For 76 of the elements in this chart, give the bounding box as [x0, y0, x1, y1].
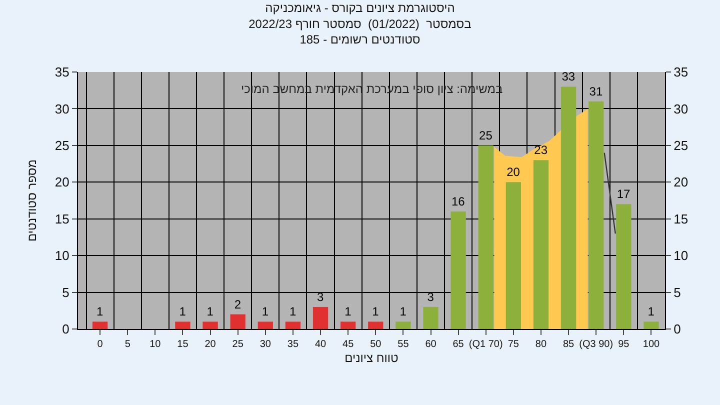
y2-tick-label: 15 — [674, 211, 688, 226]
x-tick-label: 0 — [97, 339, 104, 350]
x-tick-label: 75 — [508, 339, 520, 350]
y2-tick-label: 20 — [674, 174, 688, 190]
data-label: 2 — [234, 297, 242, 312]
x-tick-label: 10 — [150, 339, 162, 350]
bar — [560, 86, 576, 329]
x-tick-label: (Q3 90) — [579, 339, 614, 350]
x-tick-label: 100 — [642, 339, 660, 350]
x-tick-label: 85 — [562, 339, 575, 350]
y2-tick-label: 25 — [674, 138, 688, 153]
x-tick-label: 80 — [535, 339, 547, 350]
bar — [230, 314, 246, 329]
data-label: 1 — [262, 304, 269, 319]
x-axis-title: טווח ציונים — [344, 350, 399, 365]
bar — [533, 160, 549, 329]
bar — [423, 306, 438, 329]
x-tick-label: 65 — [452, 339, 464, 350]
x-tick-label: 15 — [177, 339, 189, 350]
data-label: 1 — [344, 304, 352, 319]
x-tick-label: 55 — [398, 339, 410, 350]
y2-tick-label: 5 — [674, 284, 681, 300]
y-tick-label: 35 — [54, 64, 70, 80]
data-label: 1 — [400, 304, 407, 319]
chart-title: היסטוגרמת ציונים בקורס - גיאומכניקה בסמסטר (01/2022) סמסטר חורף 2022/23 סטודנטים רשומים - 185 — [248, 1, 472, 46]
y-tick-label: 20 — [54, 174, 70, 190]
y-tick-label: 0 — [62, 322, 70, 337]
data-label: 33 — [562, 70, 576, 84]
x-tick-label: 60 — [425, 339, 437, 350]
data-label: 23 — [534, 143, 548, 158]
bar — [312, 306, 328, 329]
bar — [588, 101, 604, 329]
data-label: 25 — [479, 128, 493, 142]
y-tick-label: 15 — [54, 211, 70, 226]
data-label: 1 — [289, 304, 296, 319]
data-label: 20 — [506, 165, 520, 180]
x-tick-label: (Q1 70) — [468, 339, 503, 350]
y2-tick-label: 10 — [674, 248, 688, 264]
bar — [368, 322, 384, 329]
data-label: 1 — [206, 304, 214, 319]
data-label: 31 — [589, 84, 603, 98]
data-label: 1 — [648, 304, 655, 319]
data-label: 16 — [451, 194, 466, 209]
y-tick-label: 5 — [62, 284, 70, 300]
x-tick-label: 30 — [260, 339, 272, 350]
x-tick-label: 95 — [618, 339, 630, 350]
bar — [92, 322, 108, 329]
data-label: 1 — [372, 304, 380, 319]
x-tick-label: 25 — [232, 339, 244, 350]
data-label: 1 — [96, 304, 104, 319]
x-tick-label: 50 — [370, 339, 382, 350]
bar — [340, 322, 356, 329]
bar — [644, 322, 659, 329]
y2-tick-label: 35 — [674, 64, 688, 80]
x-tick-label: 20 — [204, 339, 216, 350]
bar — [478, 145, 494, 329]
bar — [175, 322, 190, 329]
bar — [450, 212, 466, 329]
bar — [396, 322, 411, 329]
bar — [616, 204, 632, 329]
y-tick-label: 10 — [54, 248, 70, 264]
y-tick-label: 30 — [54, 101, 70, 116]
x-tick-label: 45 — [342, 339, 354, 350]
x-tick-label: 5 — [124, 339, 131, 350]
bar — [285, 322, 301, 329]
y2-tick-label: 30 — [674, 101, 688, 116]
data-label: 1 — [179, 304, 186, 319]
data-label: 17 — [616, 187, 630, 202]
bar — [202, 322, 218, 329]
bar — [506, 182, 522, 329]
bar — [258, 322, 273, 329]
y-tick-label: 25 — [54, 138, 70, 153]
y2-tick-label: 0 — [674, 322, 681, 337]
x-tick-label: 40 — [314, 339, 327, 350]
x-tick-label: 35 — [287, 339, 299, 350]
y-axis-title: מספר סטודנטים — [25, 159, 40, 242]
